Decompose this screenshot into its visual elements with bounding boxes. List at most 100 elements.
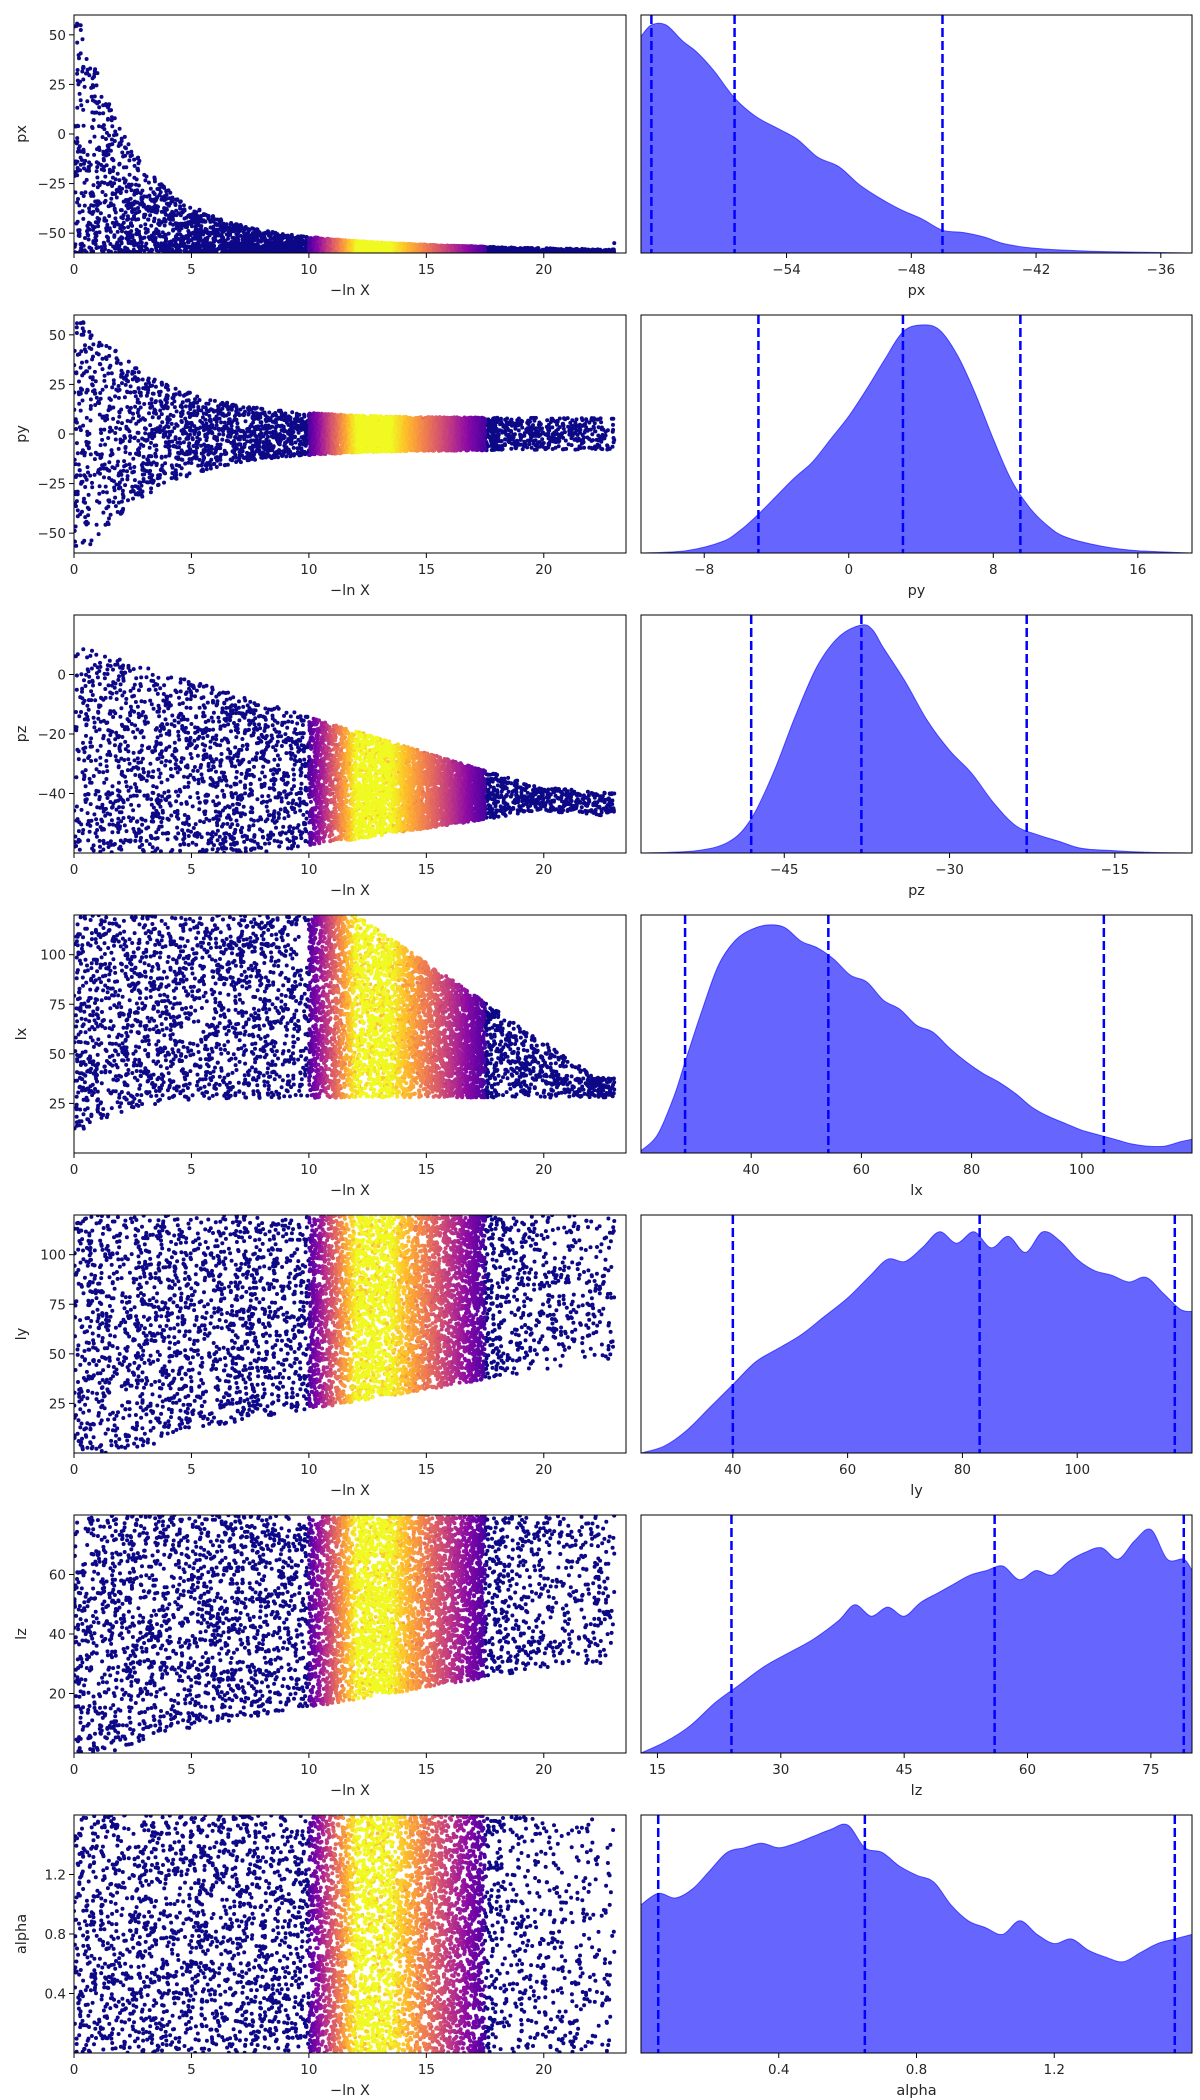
trace-point <box>117 185 122 190</box>
trace-point <box>132 199 137 204</box>
trace-point <box>533 250 538 253</box>
trace-point <box>251 245 256 249</box>
trace-point <box>75 200 80 205</box>
trace-point <box>108 242 113 246</box>
trace-point <box>142 235 147 240</box>
trace-point <box>118 208 123 213</box>
trace-point <box>164 207 168 212</box>
trace-point <box>114 195 119 200</box>
trace-point <box>159 209 164 214</box>
trace-point <box>253 233 258 238</box>
trace-point <box>158 234 163 239</box>
trace-point <box>100 125 105 129</box>
trace-point <box>130 209 134 214</box>
trace-point <box>221 235 226 240</box>
trace-point <box>201 230 206 235</box>
trace-point <box>99 248 104 253</box>
trace-point <box>160 230 165 235</box>
trace-point <box>75 71 80 76</box>
trace-point <box>146 217 151 222</box>
trace-point <box>84 168 89 173</box>
trace-point <box>77 210 82 215</box>
trace-point <box>120 150 125 155</box>
trace-point <box>494 250 499 253</box>
trace-point <box>181 203 186 208</box>
trace-point <box>84 57 89 61</box>
trace-point <box>82 161 86 166</box>
trace-point <box>275 248 280 253</box>
trace-point <box>91 118 96 122</box>
trace-point <box>288 234 293 239</box>
trace-point <box>150 248 155 252</box>
trace-point <box>113 216 118 221</box>
trace-point <box>203 237 208 242</box>
trace-point <box>179 226 184 231</box>
trace-point <box>98 211 103 216</box>
trace-point <box>152 192 157 196</box>
trace-point <box>115 171 120 176</box>
trace-point <box>191 241 196 246</box>
trace-point <box>164 237 168 242</box>
trace-point <box>199 249 204 253</box>
trace-point <box>181 238 186 243</box>
trace-point <box>87 206 92 211</box>
trace-point <box>91 227 96 232</box>
trace-point <box>143 222 148 227</box>
trace-point <box>179 241 183 246</box>
trace-point <box>157 187 162 192</box>
trace-point <box>134 191 139 195</box>
trace-point <box>236 240 241 245</box>
trace-point <box>121 213 126 218</box>
trace-point <box>84 71 88 76</box>
trace-point <box>160 219 165 224</box>
trace-point <box>257 248 262 253</box>
trace-point <box>152 175 157 180</box>
trace-point <box>292 250 297 253</box>
trace-point <box>93 199 98 204</box>
trace-point <box>211 229 216 234</box>
trace-point <box>118 191 123 195</box>
trace-point <box>491 247 496 252</box>
trace-point <box>127 158 132 163</box>
trace-point <box>75 40 80 45</box>
trace-point <box>74 221 79 226</box>
trace-point <box>607 249 611 253</box>
trace-point <box>99 167 104 172</box>
trace-point <box>78 98 83 103</box>
trace-point <box>301 249 306 253</box>
trace-point <box>117 126 122 131</box>
trace-point <box>123 230 128 235</box>
trace-point <box>125 150 130 155</box>
trace-point <box>144 241 149 246</box>
trace-point <box>87 227 92 232</box>
trace-point <box>134 249 139 253</box>
trace-point <box>183 246 188 251</box>
trace-point <box>77 234 82 238</box>
trace-point <box>152 179 157 184</box>
trace-point <box>102 164 106 169</box>
trace-point <box>175 244 180 249</box>
trace-point <box>204 227 209 232</box>
trace-point <box>127 172 132 177</box>
trace-point <box>138 235 143 240</box>
trace-point <box>124 189 129 194</box>
trace-point <box>286 243 291 248</box>
trace-point <box>81 123 86 128</box>
trace-point <box>157 223 162 227</box>
trace-point <box>552 248 557 253</box>
trace-point <box>213 217 217 222</box>
trace-point <box>111 165 116 170</box>
trace-point <box>137 209 142 214</box>
trace-point <box>82 84 87 89</box>
trace-point <box>105 222 110 227</box>
trace-point <box>81 194 86 198</box>
trace-point <box>159 241 164 246</box>
trace-point <box>487 250 492 253</box>
trace-point <box>81 216 86 221</box>
trace-point <box>303 239 308 244</box>
trace-point <box>97 124 101 129</box>
trace-point <box>269 245 274 250</box>
trace-point <box>196 240 201 245</box>
trace-point <box>80 209 85 214</box>
trace-point <box>120 229 124 234</box>
